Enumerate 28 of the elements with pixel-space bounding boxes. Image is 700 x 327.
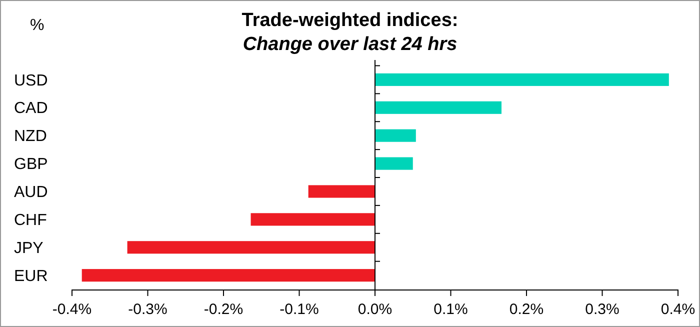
y-tick-label: NZD	[14, 128, 47, 146]
y-tick-label: AUD	[14, 184, 48, 202]
x-tick-label: 0.4%	[660, 301, 696, 318]
chart-subtitle: Change over last 24 hrs	[242, 34, 458, 55]
y-tick-label: CHF	[14, 212, 48, 230]
bar	[375, 129, 416, 142]
x-tick-label: 0.3%	[585, 301, 620, 318]
bar	[250, 213, 375, 226]
x-tick-label: 0.2%	[509, 301, 544, 318]
x-tick-label: -0.2%	[204, 301, 244, 318]
bar	[308, 185, 375, 198]
y-tick-label: JPY	[14, 240, 44, 257]
y-tick-label: EUR	[14, 268, 48, 285]
bar	[82, 269, 375, 282]
y-tick-label: GBP	[14, 156, 48, 174]
x-tick-label: -0.4%	[52, 301, 92, 318]
x-tick-label: 0.0%	[358, 301, 392, 318]
bar	[127, 241, 375, 254]
y-tick-label: CAD	[14, 100, 48, 118]
x-tick-label: -0.1%	[280, 301, 319, 318]
x-tick-label: 0.1%	[434, 301, 468, 318]
bar	[375, 101, 502, 114]
bar	[375, 157, 413, 170]
x-tick-label: -0.3%	[128, 301, 168, 318]
chart-title: Trade-weighted indices:	[242, 10, 458, 31]
y-tick-label: USD	[14, 72, 48, 90]
bar	[375, 73, 669, 86]
text: %	[30, 17, 44, 34]
